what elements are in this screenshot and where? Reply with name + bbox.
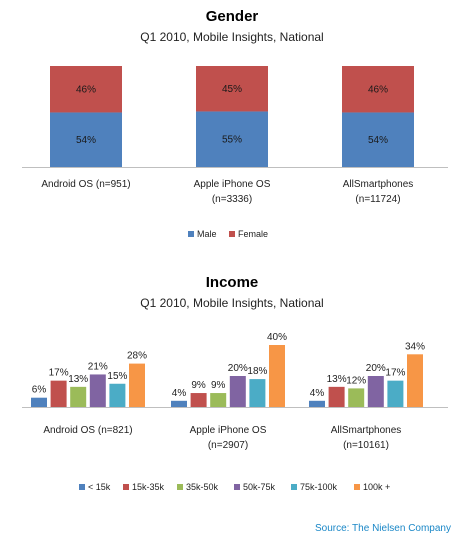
income-data-label: 20% [228,363,248,374]
income-data-label: 28% [127,351,147,362]
income-bar-2-1 [210,393,227,407]
gender-chart-subtitle: Q1 2010, Mobile Insights, National [140,30,323,44]
income-bar-5-0 [129,363,145,407]
income-bar-5-1 [269,345,285,407]
income-chart: Income Q1 2010, Mobile Insights, Nationa… [22,274,448,492]
income-bar-3-0 [89,374,106,407]
income-bar-0-0 [31,397,47,407]
income-data-label: 9% [191,380,206,391]
income-data-label: 17% [385,368,405,379]
income-bar-3-2 [367,376,384,407]
income-bar-4-2 [387,380,404,407]
income-bars: 6%17%13%21%15%28%4%9% 9%20% 18%40%4%13% 12%… [31,332,425,407]
gender-category-label: AllSmartphones [343,179,414,190]
gender-bar-male-1 [196,111,268,167]
legend-label-female: Female [238,229,268,239]
gender-bar-male-2 [342,112,414,167]
gender-bar-male-0 [50,112,122,167]
gender-chart-title: Gender [206,8,259,25]
income-data-label: 34% [405,341,425,352]
gender-bars: 54% 46% 55% 45% 54% 46% [50,66,414,167]
income-category-label: AllSmartphones [331,425,402,436]
income-data-label: 18% [247,366,267,377]
income-legend-swatch [234,484,240,490]
income-bar-1-1 [190,393,207,407]
gender-legend: Male Female [188,229,268,239]
gender-bar-female-2 [342,66,414,113]
income-legend-swatch [123,484,129,490]
income-category-label: Apple iPhone OS [190,425,267,436]
income-legend-label: 15k-35k [132,482,165,492]
income-bar-4-0 [109,383,126,407]
gender-data-label: 54% [76,135,96,146]
income-legend-label: < 15k [88,482,111,492]
income-data-label: 13% [327,374,347,385]
income-chart-title: Income [206,274,259,291]
income-data-label: 13% [68,374,88,385]
gender-data-label: 45% [222,84,242,95]
income-data-label: 6% [32,385,47,396]
income-data-label: 17% [49,368,69,379]
income-bar-2-2 [348,388,365,407]
income-legend-swatch [354,484,360,490]
income-data-label: 4% [172,388,187,399]
gender-category-label: Apple iPhone OS [194,179,271,190]
income-data-label: 21% [88,361,108,372]
gender-data-label: 55% [222,135,242,146]
legend-label-male: Male [197,229,217,239]
income-category-label: Android OS (n=821) [43,425,132,436]
gender-category-label: Android OS (n=951) [41,179,130,190]
income-legend-swatch [79,484,85,490]
income-legend-swatch [291,484,297,490]
income-category-label: (n=10161) [343,440,389,451]
gender-data-label: 46% [368,85,388,96]
source-note: Source: The Nielsen Company [315,523,451,534]
income-bar-1-0 [50,380,67,407]
income-legend: < 15k 15k-35k 35k-50k 50k-75k 75k-100k 100k + [79,482,390,492]
income-legend-swatch [177,484,183,490]
income-category-labels: Android OS (n=821) Apple iPhone OS (n=2907… [43,425,401,451]
income-chart-subtitle: Q1 2010, Mobile Insights, National [140,296,323,310]
income-data-label: 12% [346,375,366,386]
gender-category-labels: Android OS (n=951) Apple iPhone OS (n=3336… [41,179,413,205]
legend-swatch-female [229,231,235,237]
income-bar-0-2 [309,400,325,407]
gender-chart: Gender Q1 2010, Mobile Insights, Nationa… [22,8,448,239]
income-legend-label: 75k-100k [300,482,338,492]
income-bar-1-2 [328,386,345,407]
income-bar-5-2 [407,354,423,407]
income-bar-3-1 [229,376,246,407]
gender-data-label: 46% [76,85,96,96]
income-data-label: 40% [267,332,287,343]
income-legend-label: 100k + [363,482,390,492]
gender-bar-female-1 [196,66,268,112]
income-data-label: 15% [107,371,127,382]
income-category-label: (n=2907) [208,440,248,451]
income-bar-0-1 [171,400,187,407]
legend-swatch-male [188,231,194,237]
income-bar-4-1 [249,379,266,407]
income-data-label: 20% [366,363,386,374]
income-data-label: 9% [211,380,226,391]
income-data-label: 4% [310,388,325,399]
income-legend-label: 50k-75k [243,482,276,492]
income-bar-2-0 [70,386,87,407]
income-legend-label: 35k-50k [186,482,219,492]
gender-data-label: 54% [368,135,388,146]
gender-category-label: (n=3336) [212,194,252,205]
gender-category-label: (n=11724) [355,194,400,205]
gender-bar-female-0 [50,66,122,113]
